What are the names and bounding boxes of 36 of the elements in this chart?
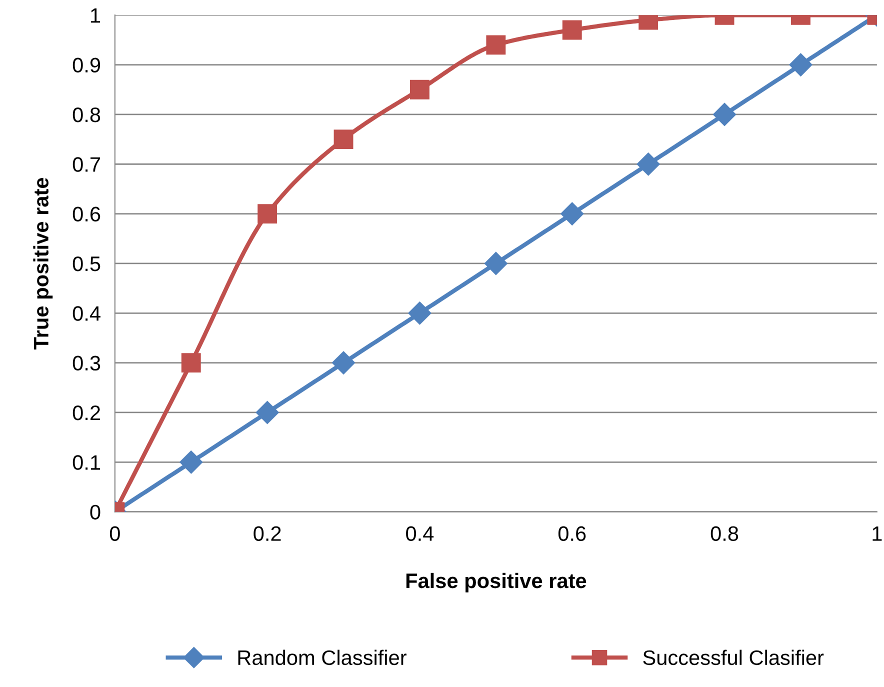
point [408, 302, 432, 325]
point [789, 53, 812, 76]
y-tick-label: 0.4 [72, 306, 100, 321]
point [181, 353, 201, 373]
x-axis-title: False positive rate [406, 572, 586, 592]
point [713, 102, 736, 126]
y-tick-label: 0.3 [72, 356, 100, 371]
y-tick-label: 0.6 [72, 206, 100, 222]
point [486, 35, 506, 55]
y-tick-label: 1 [91, 8, 100, 23]
point [636, 152, 660, 176]
point [332, 351, 356, 374]
point [410, 80, 430, 100]
x-tick-label: 0 [110, 526, 120, 542]
point [560, 202, 584, 226]
y-tick-label: 0 [90, 504, 100, 520]
x-tick-label: 0.4 [406, 526, 434, 542]
legend-label: Successful Clasifier [643, 650, 824, 666]
x-tick-label: 0.2 [254, 526, 281, 542]
point [258, 204, 278, 224]
y-tick-label: 0.2 [72, 405, 100, 420]
point [484, 252, 508, 275]
point [180, 450, 203, 474]
point [562, 20, 582, 40]
y-tick-label: 0.8 [72, 107, 100, 122]
point [256, 400, 279, 424]
y-axis-title: True positive rate [33, 178, 53, 350]
y-tick-label: 0.1 [72, 455, 100, 470]
y-tick-label: 0.9 [72, 58, 100, 73]
x-tick-label: 0.6 [558, 526, 586, 542]
x-tick-label: 0.8 [710, 526, 738, 542]
y-tick-label: 0.7 [72, 157, 100, 172]
legend-label: Random Classifier [238, 650, 406, 666]
x-tick-label: 1 [872, 526, 882, 541]
point [334, 130, 354, 150]
y-tick-label: 0.5 [72, 256, 100, 272]
